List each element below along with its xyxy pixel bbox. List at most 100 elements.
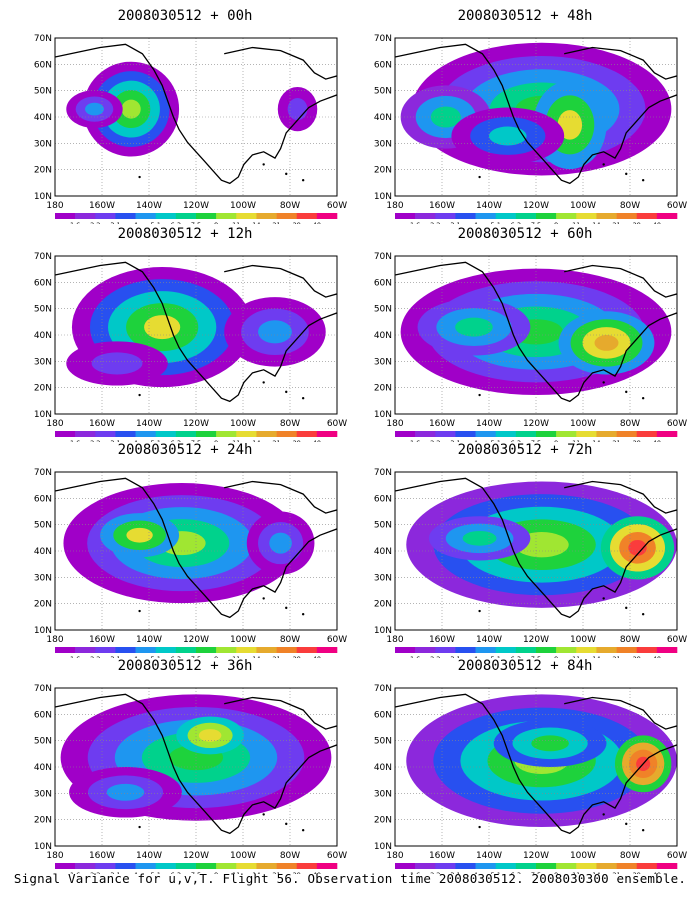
lat-tick-label: 20N [374, 816, 392, 826]
map-panel: 2008030512 + 24h 70N 60N 50N 40N 30N 20N 10N 180… [20, 442, 350, 658]
figure-caption: Signal Variance for u,v,T. Flight 56. Ob… [13, 871, 687, 886]
colorbar-label: 2.2 [430, 871, 440, 874]
colorbar-label: 5.1 [491, 871, 501, 874]
coastline [224, 480, 337, 514]
colorbar-swatch [175, 431, 197, 437]
lon-tick-label: 60W [327, 419, 347, 429]
lat-tick-label: 30N [34, 357, 52, 367]
colorbar-label: 14 [592, 655, 600, 658]
lat-tick-label: 30N [374, 789, 392, 799]
variance-contour [455, 317, 493, 337]
colorbar-label: 21 [272, 655, 280, 658]
lon-tick-label: 100W [230, 851, 256, 861]
panel-title: 2008030512 + 12h [117, 226, 253, 242]
colorbar-label: 3.1 [110, 871, 120, 874]
coastline [395, 693, 677, 835]
colorbar-label: 6.3 [511, 221, 521, 224]
colorbar-label: 6.3 [171, 221, 181, 224]
colorbar-label: 1.6 [70, 439, 80, 442]
colorbar-swatch [296, 213, 318, 219]
panel-title: 2008030512 + 48h [457, 8, 593, 24]
colorbar-swatch [636, 431, 658, 437]
colorbar-swatch [495, 647, 517, 653]
colorbar-label: 7.5 [531, 221, 541, 224]
colorbar-label: 11 [572, 655, 580, 658]
lon-tick-label: 60W [667, 851, 687, 861]
colorbar-swatch [415, 863, 436, 869]
colorbar-label: 5.1 [491, 655, 501, 658]
colorbar-swatch [415, 431, 436, 437]
colorbar-swatch [495, 431, 517, 437]
lon-tick-label: 80W [620, 635, 640, 645]
colorbar-label: 4 [474, 439, 478, 442]
colorbar-label: 5.1 [151, 439, 161, 442]
lat-tick-label: 30N [34, 789, 52, 799]
lat-tick-label: 70N [34, 252, 52, 262]
colorbar-label: 11 [232, 655, 240, 658]
map-panel: 2008030512 + 12h 70N 60N 50N 40N 30N 20N 10N 180… [20, 226, 350, 442]
colorbar-label: 4 [134, 439, 138, 442]
colorbar-label: 4 [134, 221, 138, 224]
lat-tick-label: 70N [374, 684, 392, 694]
lon-tick-label: 120W [523, 419, 549, 429]
colorbar-swatch [395, 431, 416, 437]
lat-tick-label: 10N [374, 842, 392, 852]
colorbar-swatch [256, 213, 277, 219]
variance-contour [106, 783, 145, 801]
colorbar-swatch [55, 863, 76, 869]
colorbar-swatch [256, 647, 277, 653]
lon-tick-label: 80W [620, 201, 640, 211]
lon-tick-label: 140W [476, 851, 502, 861]
colorbar-label: 9 [214, 655, 218, 658]
coastline [55, 43, 337, 185]
colorbar-swatch [296, 863, 318, 869]
lon-tick-label: 100W [570, 419, 596, 429]
lat-tick-label: 20N [374, 384, 392, 394]
colorbar-swatch [576, 431, 597, 437]
lon-tick-label: 160W [429, 851, 455, 861]
panel-title: 2008030512 + 72h [457, 442, 593, 458]
colorbar-label: 9 [554, 871, 558, 874]
colorbar-swatch [276, 863, 298, 869]
lat-tick-label: 40N [374, 547, 392, 557]
colorbar-swatch [536, 863, 557, 869]
coastline [564, 264, 677, 298]
colorbar-swatch [196, 431, 217, 437]
colorbar-swatch [435, 431, 456, 437]
lat-tick-label: 50N [374, 305, 392, 315]
lat-tick-label: 20N [34, 816, 52, 826]
colorbar-swatch [135, 431, 157, 437]
colorbar-label: 7.5 [531, 655, 541, 658]
coastline [395, 43, 677, 185]
colorbar-swatch [196, 647, 217, 653]
colorbar-swatch [55, 213, 76, 219]
colorbar-label: 9 [554, 655, 558, 658]
lat-tick-label: 60N [34, 710, 52, 720]
colorbar-swatch [435, 647, 456, 653]
colorbar-label: 11 [232, 439, 240, 442]
colorbar-swatch [596, 863, 617, 869]
colorbar-label: 1.6 [70, 871, 80, 874]
lat-tick-label: 50N [34, 521, 52, 531]
colorbar-swatch [656, 213, 678, 219]
colorbar-label: 1.6 [410, 655, 420, 658]
lon-tick-label: 180 [46, 851, 63, 861]
coastline [564, 696, 677, 730]
colorbar-swatch [276, 647, 298, 653]
lat-tick-label: 60N [34, 494, 52, 504]
coastline [395, 261, 677, 403]
colorbar-swatch [256, 863, 277, 869]
colorbar-label: 6.3 [511, 439, 521, 442]
colorbar-label: 6.3 [511, 871, 521, 874]
lon-tick-label: 120W [183, 851, 209, 861]
colorbar-swatch [95, 647, 116, 653]
lat-tick-label: 10N [374, 192, 392, 202]
colorbar-swatch [75, 213, 96, 219]
coastline [224, 696, 337, 730]
colorbar-swatch [636, 213, 658, 219]
lat-tick-label: 60N [374, 494, 392, 504]
